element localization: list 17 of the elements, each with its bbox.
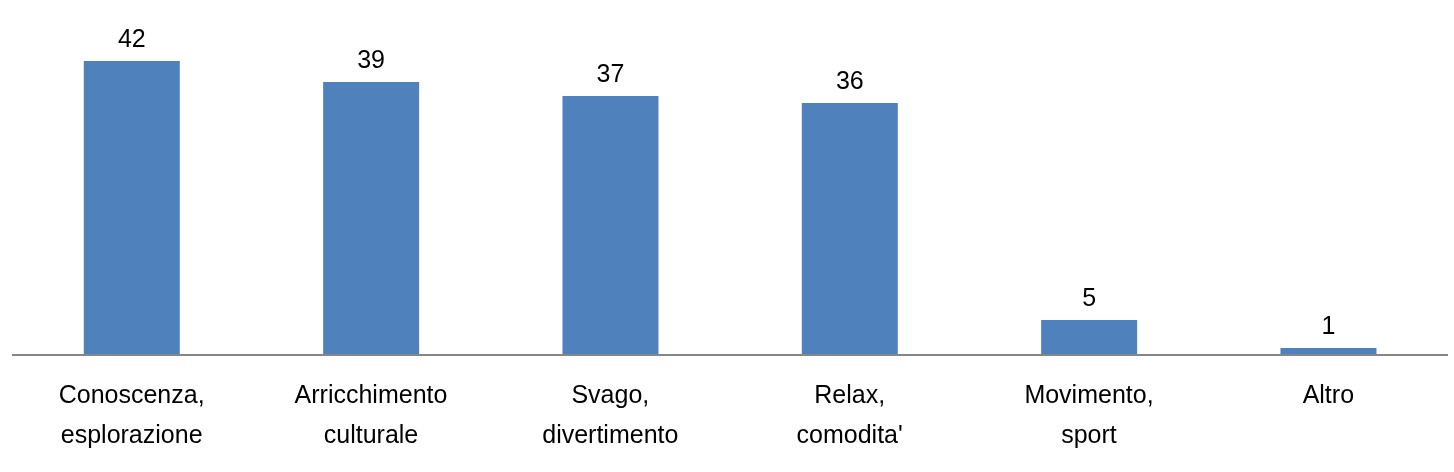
- x-tick-label: Altro: [1302, 380, 1355, 408]
- data-label: 42: [117, 24, 146, 52]
- bar: [1041, 320, 1138, 355]
- data-label: 37: [596, 59, 625, 87]
- bar: [323, 82, 420, 355]
- data-label: 39: [357, 45, 386, 73]
- bar: [801, 103, 898, 355]
- x-tick-label: Relax, comodita': [796, 380, 903, 448]
- bar: [83, 61, 180, 355]
- x-tick-label: Arricchimento culturale: [294, 380, 448, 448]
- data-label: 5: [1082, 283, 1097, 311]
- x-tick-label: Conoscenza, esplorazione: [58, 380, 205, 448]
- x-tick-label: Movimento, sport: [1024, 380, 1154, 448]
- data-label: 1: [1321, 311, 1336, 339]
- x-tick-label: Svago, divertimento: [542, 380, 679, 448]
- data-label: 36: [835, 66, 864, 94]
- bar: [562, 96, 659, 355]
